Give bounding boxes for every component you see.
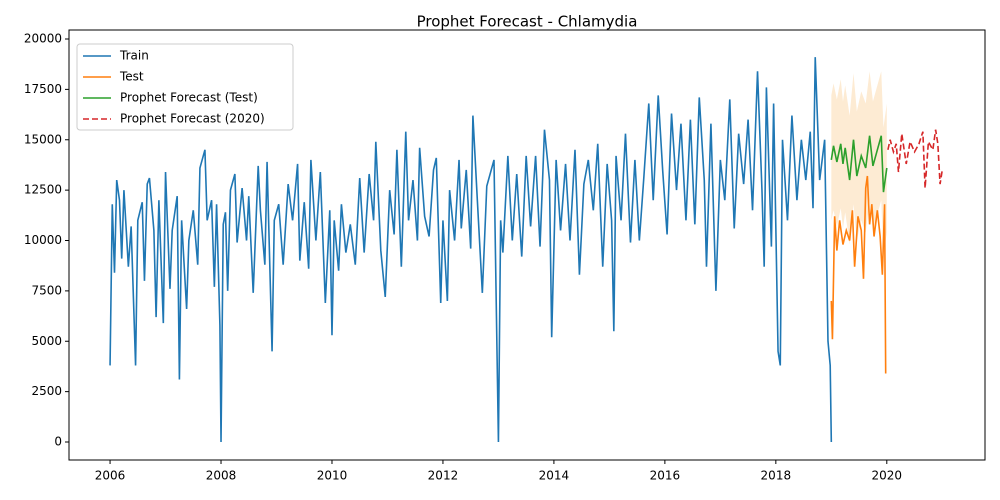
- legend-box: [76, 43, 294, 131]
- line-series: [830, 175, 887, 374]
- y-tick-label: 0: [54, 435, 62, 449]
- legend-label: Test: [119, 70, 144, 84]
- x-tick-label: 2016: [650, 469, 681, 483]
- y-tick-label: 12500: [24, 183, 62, 197]
- y-tick-label: 17500: [24, 82, 62, 96]
- y-tick-label: 15000: [24, 132, 62, 146]
- x-tick-label: 2014: [539, 469, 570, 483]
- x-tick-label: 2008: [206, 469, 237, 483]
- x-tick-label: 2020: [872, 469, 903, 483]
- y-tick-label: 2500: [31, 384, 62, 398]
- line-series: [830, 135, 888, 193]
- legend-label: Prophet Forecast (Test): [120, 91, 258, 105]
- chart-title: Prophet Forecast - Chlamydia: [417, 13, 638, 31]
- line-series: [887, 129, 944, 189]
- legend-label: Train: [119, 49, 149, 63]
- x-tick-label: 2018: [761, 469, 792, 483]
- line-series: [109, 57, 833, 443]
- x-tick-label: 2012: [428, 469, 459, 483]
- plot-frame: [68, 29, 986, 461]
- y-tick-label: 20000: [24, 32, 62, 46]
- legend-label: Prophet Forecast (2020): [120, 112, 265, 126]
- y-tick-label: 5000: [31, 334, 62, 348]
- y-tick-label: 7500: [31, 283, 62, 297]
- x-tick-label: 2006: [95, 469, 126, 483]
- x-tick-label: 2010: [317, 469, 348, 483]
- y-tick-label: 10000: [24, 233, 62, 247]
